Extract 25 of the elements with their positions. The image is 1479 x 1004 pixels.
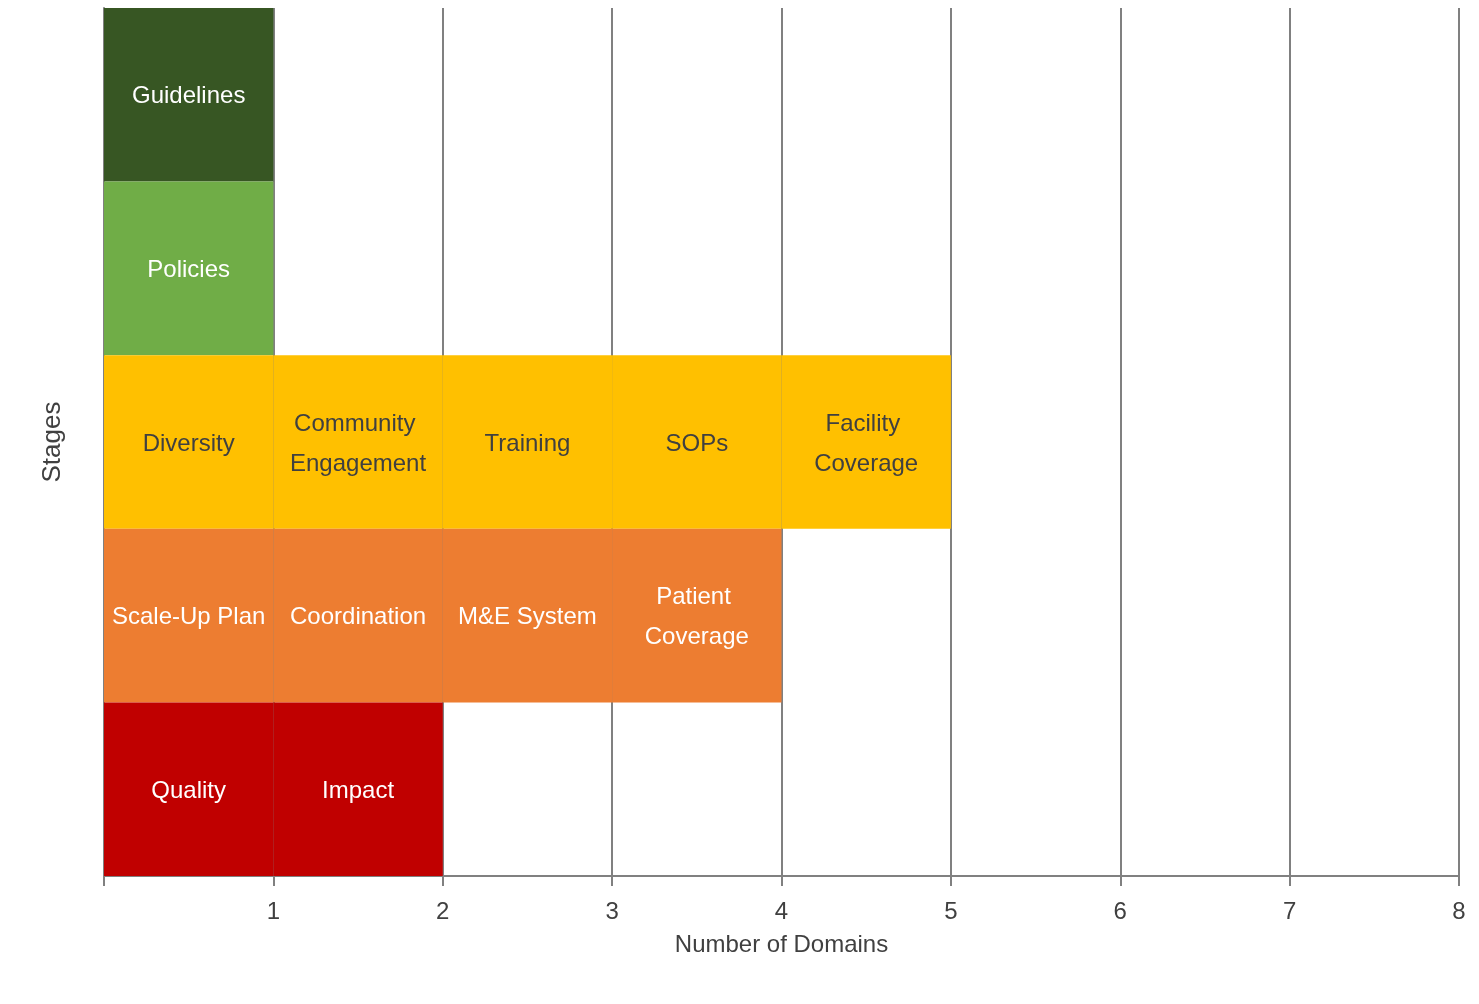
data-label: Facility Coverage bbox=[814, 408, 919, 476]
data-label: Coordination bbox=[290, 602, 427, 630]
x-tick-label: 2 bbox=[436, 896, 450, 924]
data-label: Quality bbox=[151, 775, 227, 803]
data-label: Diversity bbox=[142, 428, 235, 456]
data-label: Training bbox=[484, 428, 571, 456]
bar bbox=[104, 181, 274, 356]
data-label: Guidelines bbox=[131, 81, 246, 109]
x-tick-label: 5 bbox=[944, 896, 958, 924]
bar bbox=[104, 8, 274, 182]
data-label: Policies bbox=[147, 254, 231, 282]
x-axis-title: Number of Domains bbox=[674, 929, 889, 957]
x-tick-label: 3 bbox=[605, 896, 619, 924]
x-tick-label: 6 bbox=[1113, 896, 1127, 924]
data-label: Patient Coverage bbox=[644, 582, 749, 650]
x-tick-label: 8 bbox=[1452, 896, 1466, 924]
data-label: Scale-Up Plan bbox=[111, 602, 266, 630]
y-axis-title: Stages bbox=[36, 401, 66, 483]
data-label: Community Engagement bbox=[290, 408, 427, 476]
data-label: Impact bbox=[322, 775, 395, 803]
x-tick-label: 7 bbox=[1282, 896, 1297, 924]
x-tick-label: 1 bbox=[266, 896, 281, 924]
data-label: SOPs bbox=[665, 428, 729, 456]
data-label: M&E System bbox=[458, 602, 597, 630]
x-tick-label: 4 bbox=[774, 896, 789, 924]
